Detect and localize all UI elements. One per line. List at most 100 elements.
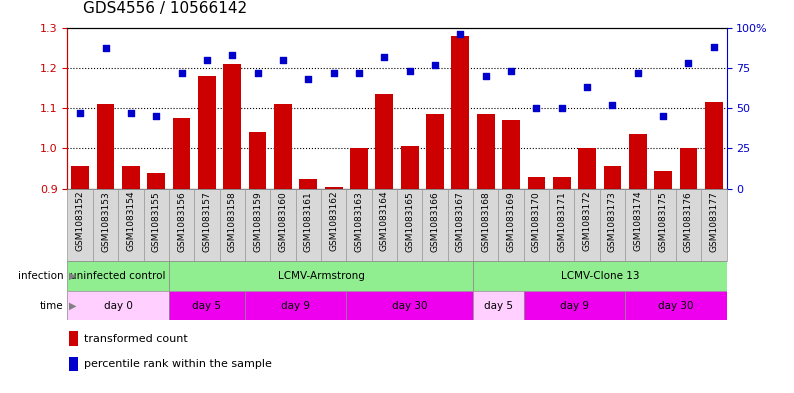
- Point: [150, 113, 163, 119]
- Text: GSM1083166: GSM1083166: [430, 191, 440, 252]
- Point: [505, 68, 518, 74]
- Point: [251, 70, 264, 76]
- Point: [530, 105, 543, 111]
- Text: GDS4556 / 10566142: GDS4556 / 10566142: [83, 1, 248, 16]
- Point: [606, 102, 619, 108]
- Point: [276, 57, 289, 63]
- Text: GSM1083173: GSM1083173: [608, 191, 617, 252]
- Text: GSM1083164: GSM1083164: [380, 191, 389, 252]
- Bar: [295, 189, 321, 261]
- Bar: [654, 171, 672, 189]
- Text: transformed count: transformed count: [84, 334, 188, 343]
- Bar: [499, 189, 524, 261]
- Bar: [676, 189, 701, 261]
- Bar: [625, 291, 727, 320]
- Bar: [67, 261, 169, 291]
- Bar: [321, 189, 346, 261]
- Bar: [148, 173, 165, 189]
- Bar: [527, 176, 545, 189]
- Text: ▶: ▶: [69, 301, 76, 310]
- Bar: [249, 132, 267, 189]
- Bar: [346, 189, 372, 261]
- Bar: [625, 189, 650, 261]
- Text: GSM1083174: GSM1083174: [634, 191, 642, 252]
- Bar: [270, 189, 295, 261]
- Point: [707, 44, 720, 50]
- Bar: [245, 189, 270, 261]
- Bar: [376, 94, 393, 189]
- Text: GSM1083152: GSM1083152: [75, 191, 85, 252]
- Bar: [397, 189, 422, 261]
- Text: GSM1083154: GSM1083154: [126, 191, 135, 252]
- Text: GSM1083171: GSM1083171: [557, 191, 566, 252]
- Bar: [599, 189, 625, 261]
- Text: GSM1083168: GSM1083168: [481, 191, 490, 252]
- Bar: [70, 357, 78, 371]
- Text: GSM1083153: GSM1083153: [101, 191, 110, 252]
- Bar: [401, 146, 418, 189]
- Bar: [346, 291, 473, 320]
- Point: [682, 60, 695, 66]
- Point: [580, 84, 593, 90]
- Bar: [67, 291, 169, 320]
- Bar: [629, 134, 646, 189]
- Text: GSM1083170: GSM1083170: [532, 191, 541, 252]
- Bar: [549, 189, 574, 261]
- Bar: [553, 176, 571, 189]
- Bar: [67, 189, 93, 261]
- Bar: [97, 104, 114, 189]
- Point: [99, 45, 112, 51]
- Text: GSM1083157: GSM1083157: [202, 191, 211, 252]
- Bar: [701, 189, 727, 261]
- Point: [353, 70, 365, 76]
- Text: GSM1083165: GSM1083165: [405, 191, 414, 252]
- Bar: [473, 189, 499, 261]
- Bar: [650, 189, 676, 261]
- Bar: [452, 35, 469, 189]
- Bar: [477, 114, 495, 189]
- Text: percentile rank within the sample: percentile rank within the sample: [84, 359, 272, 369]
- Bar: [372, 189, 397, 261]
- Bar: [274, 104, 292, 189]
- Text: LCMV-Clone 13: LCMV-Clone 13: [561, 271, 639, 281]
- Bar: [299, 178, 317, 189]
- Bar: [172, 118, 191, 189]
- Bar: [473, 291, 524, 320]
- Text: GSM1083156: GSM1083156: [177, 191, 186, 252]
- Point: [225, 52, 238, 58]
- Text: LCMV-Armstrong: LCMV-Armstrong: [278, 271, 364, 281]
- Point: [556, 105, 569, 111]
- Text: GSM1083155: GSM1083155: [152, 191, 160, 252]
- Text: GSM1083161: GSM1083161: [304, 191, 313, 252]
- Bar: [325, 187, 342, 189]
- Bar: [502, 120, 520, 189]
- Text: GSM1083159: GSM1083159: [253, 191, 262, 252]
- Bar: [426, 114, 444, 189]
- Text: day 9: day 9: [281, 301, 310, 310]
- Text: day 30: day 30: [658, 301, 694, 310]
- Text: GSM1083162: GSM1083162: [330, 191, 338, 252]
- Text: GSM1083167: GSM1083167: [456, 191, 464, 252]
- Text: day 5: day 5: [484, 301, 513, 310]
- Bar: [118, 189, 144, 261]
- Point: [201, 57, 214, 63]
- Bar: [70, 331, 78, 346]
- Bar: [422, 189, 448, 261]
- Bar: [680, 148, 697, 189]
- Bar: [195, 189, 220, 261]
- Bar: [574, 189, 599, 261]
- Text: GSM1083169: GSM1083169: [507, 191, 515, 252]
- Bar: [603, 167, 622, 189]
- Bar: [524, 189, 549, 261]
- Text: day 5: day 5: [192, 301, 222, 310]
- Point: [631, 70, 644, 76]
- Bar: [169, 261, 473, 291]
- Text: GSM1083172: GSM1083172: [583, 191, 592, 252]
- Bar: [578, 148, 596, 189]
- Bar: [705, 102, 723, 189]
- Point: [454, 31, 467, 37]
- Point: [327, 70, 340, 76]
- Point: [657, 113, 669, 119]
- Text: uninfected control: uninfected control: [71, 271, 166, 281]
- Bar: [71, 167, 89, 189]
